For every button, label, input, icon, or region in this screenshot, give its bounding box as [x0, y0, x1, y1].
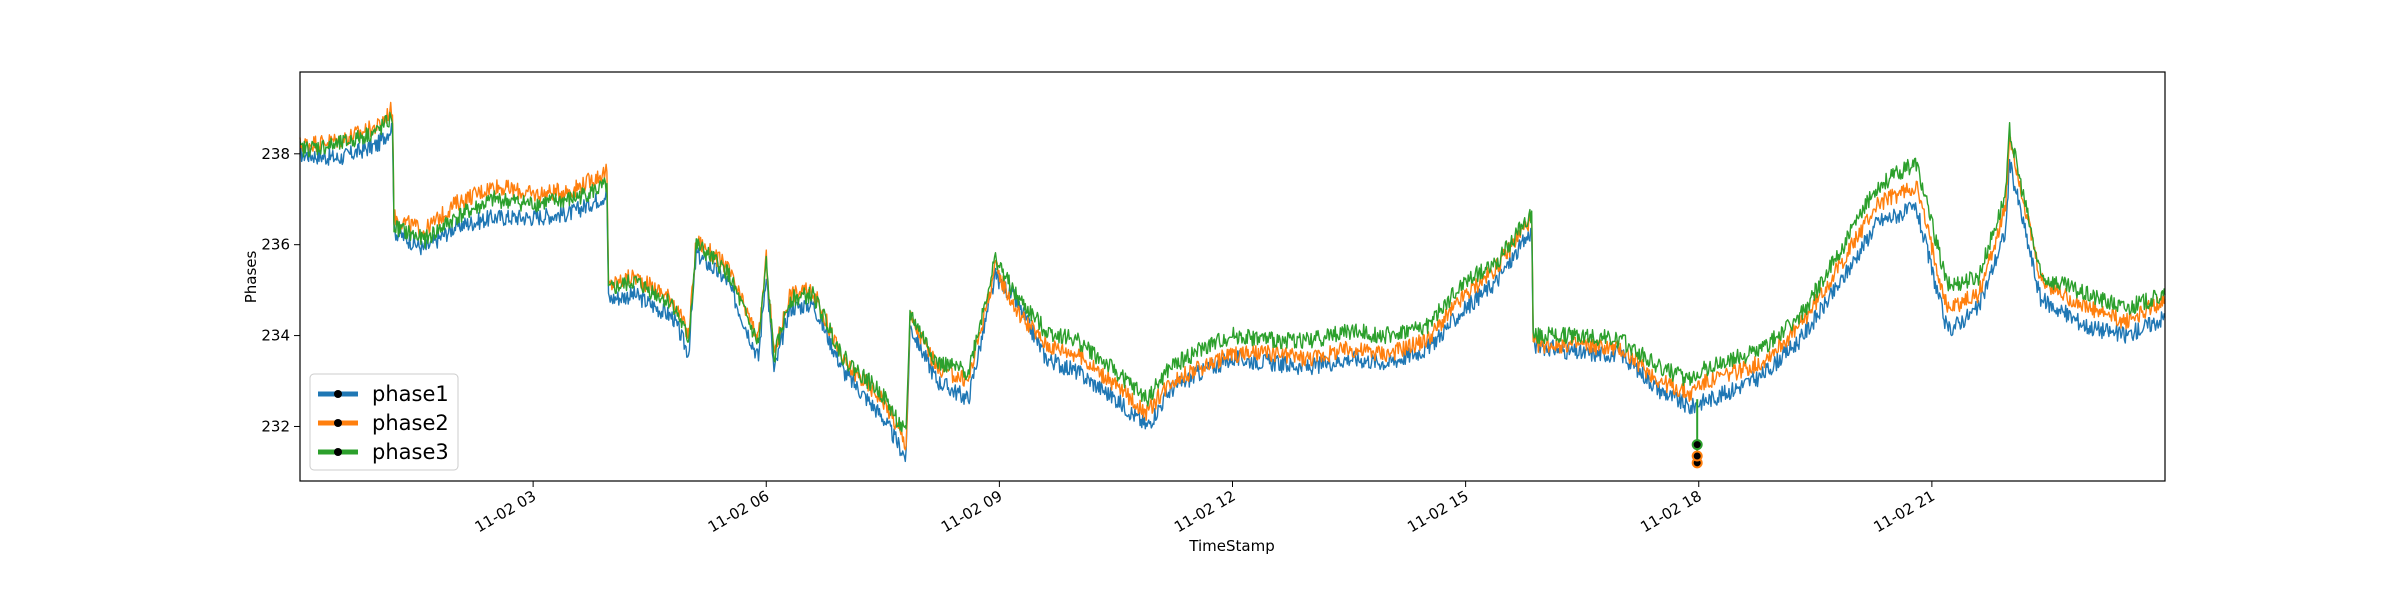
series-line-phase1: [299, 122, 2166, 463]
x-axis-label: TimeStamp: [1188, 537, 1274, 555]
y-tick-label: 238: [261, 145, 290, 163]
series-layer: [299, 101, 2166, 463]
dip-marker: [1691, 439, 1703, 451]
legend-label-phase1: phase1: [372, 382, 449, 406]
y-tick-label: 232: [261, 417, 290, 435]
legend-label-phase2: phase2: [372, 411, 449, 435]
legend-entry-phase3: phase3: [318, 440, 449, 464]
y-tick-label: 236: [261, 236, 290, 254]
y-tick-label: 234: [261, 327, 290, 345]
y-axis-label: Phases: [242, 251, 260, 304]
dip-marker-layer: [1691, 399, 1703, 469]
dip-marker: [1691, 450, 1703, 462]
series-line-phase3: [299, 111, 2166, 433]
legend-marker-phase1: [334, 390, 342, 398]
legend-label-phase3: phase3: [372, 440, 449, 464]
legend-entry-phase1: phase1: [318, 382, 449, 406]
legend-entry-phase2: phase2: [318, 411, 449, 435]
y-axis: 232 234 236 238: [261, 145, 300, 435]
legend-marker-phase3: [334, 448, 342, 456]
legend-marker-phase2: [334, 419, 342, 427]
legend: phase1 phase2 phase3: [309, 373, 459, 471]
legend-box: [309, 373, 459, 471]
